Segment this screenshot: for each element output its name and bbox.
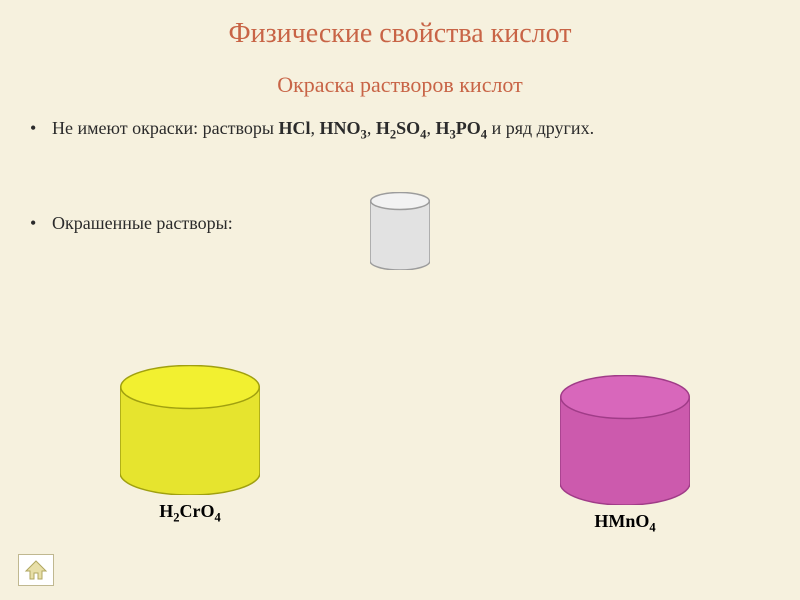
bullet-text: Окрашенные растворы: (52, 213, 233, 233)
bullet-text: Не имеют окраски: растворы (52, 118, 279, 138)
bullet-colorless: Не имеют окраски: растворы HCl, HNO3, H2… (30, 118, 800, 143)
bullet-list: Не имеют окраски: растворы HCl, HNO3, H2… (30, 118, 800, 143)
slide-title: Физические свойства кислот (0, 0, 800, 50)
slide-subtitle: Окраска растворов кислот (0, 72, 800, 98)
home-icon (24, 559, 48, 581)
formula-list: HCl, HNO3, H2SO4, H3PO4 (279, 118, 488, 138)
cylinder-label: H2CrO4 (120, 501, 260, 526)
bullet-list-2: Окрашенные растворы: (30, 213, 800, 234)
slide: Физические свойства кислот Окраска раств… (0, 0, 800, 600)
bullet-text: и ряд других. (487, 118, 594, 138)
cylinder-yellow: H2CrO4 (120, 365, 260, 526)
home-nav-button[interactable] (18, 554, 54, 586)
cylinder-label: HMnO4 (560, 511, 690, 536)
bullet-colored: Окрашенные растворы: (30, 213, 800, 234)
cylinder-magenta: HMnO4 (560, 375, 690, 536)
